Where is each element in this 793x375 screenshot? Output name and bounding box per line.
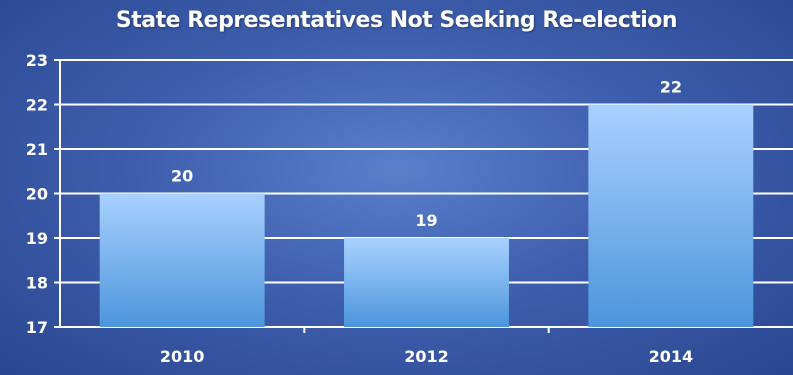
data-label-2010: 20 [171,167,193,186]
bar-2014 [588,104,754,327]
y-tick-label-18: 18 [26,274,48,293]
y-tick-label-22: 22 [26,96,48,115]
data-label-2012: 19 [415,211,437,230]
y-tick-label-23: 23 [26,51,48,70]
y-tick-label-19: 19 [26,229,48,248]
x-tick-label-2010: 2010 [160,347,205,366]
x-tick-label-2012: 2012 [404,347,449,366]
bar-2010 [99,193,265,327]
y-tick-label-17: 17 [26,318,48,337]
chart-title: State Representatives Not Seeking Re-ele… [115,8,678,33]
y-tick-label-21: 21 [26,140,48,159]
data-label-2014: 22 [660,78,682,97]
x-tick-label-2014: 2014 [649,347,694,366]
y-tick-label-20: 20 [26,185,48,204]
bar-2012 [344,238,509,327]
